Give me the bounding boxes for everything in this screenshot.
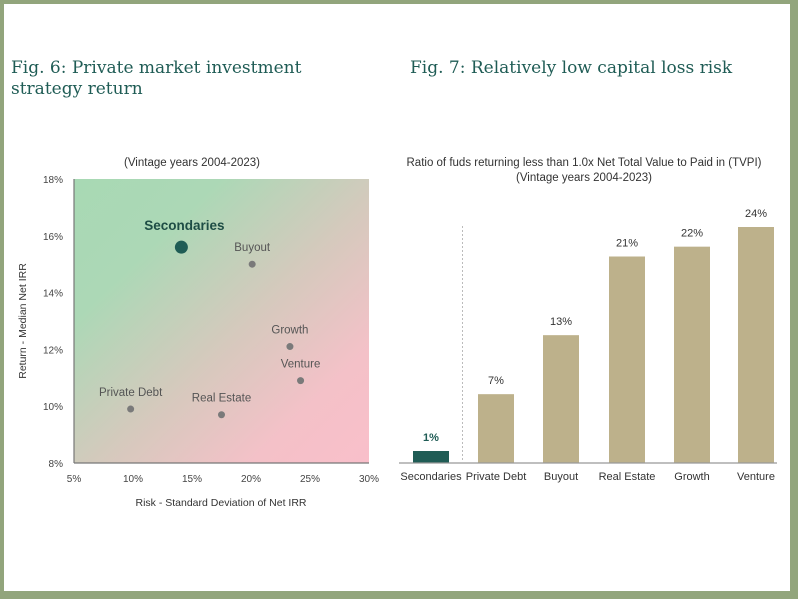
scatter-y-tick-label: 16% bbox=[43, 232, 63, 243]
scatter-point-label-growth: Growth bbox=[271, 325, 308, 337]
bar-growth bbox=[674, 246, 710, 463]
scatter-x-tick-label: 25% bbox=[300, 474, 320, 485]
bar-category-label: Private Debt bbox=[466, 471, 527, 483]
scatter-x-axis-label: Risk - Standard Deviation of Net IRR bbox=[136, 497, 307, 509]
bar-buyout bbox=[543, 335, 579, 463]
scatter-point-buyout bbox=[248, 260, 256, 268]
bar-category-label: Growth bbox=[674, 471, 709, 483]
bar-title: Ratio of fuds returning less than 1.0x N… bbox=[407, 157, 762, 169]
bar-value-label: 24% bbox=[745, 208, 767, 220]
scatter-y-tick-label: 14% bbox=[43, 289, 63, 300]
scatter-x-tick-label: 30% bbox=[359, 474, 379, 485]
bar-value-label: 7% bbox=[488, 375, 504, 387]
bar-private-debt bbox=[478, 394, 514, 463]
bar-secondaries bbox=[413, 451, 449, 463]
scatter-title: (Vintage years 2004-2023) bbox=[124, 157, 260, 169]
scatter-point-label-private-debt: Private Debt bbox=[99, 387, 163, 399]
scatter-point-label-venture: Venture bbox=[281, 359, 321, 371]
scatter-point-venture bbox=[297, 377, 305, 385]
scatter-y-tick-label: 12% bbox=[43, 345, 63, 356]
scatter-y-axis-label: Return - Median Net IRR bbox=[17, 263, 29, 379]
bar-category-label: Buyout bbox=[544, 471, 578, 483]
scatter-x-tick-label: 20% bbox=[241, 474, 261, 485]
scatter-x-tick-label: 15% bbox=[182, 474, 202, 485]
scatter-point-private-debt bbox=[127, 405, 135, 413]
scatter-point-secondaries bbox=[174, 240, 188, 254]
bar-category-label: Secondaries bbox=[400, 471, 462, 483]
bar-value-label: 22% bbox=[681, 228, 703, 240]
scatter-point-label-secondaries: Secondaries bbox=[144, 218, 224, 233]
bar-category-label: Real Estate bbox=[599, 471, 656, 483]
scatter-point-real-estate bbox=[218, 411, 225, 419]
bar-category-label: Venture bbox=[737, 471, 775, 483]
scatter-x-tick-label: 10% bbox=[123, 474, 143, 485]
bar-subtitle: (Vintage years 2004-2023) bbox=[516, 172, 652, 184]
bar-value-label: 1% bbox=[423, 432, 439, 444]
scatter-x-tick-label: 5% bbox=[67, 474, 82, 485]
scatter-y-tick-label: 8% bbox=[49, 459, 64, 470]
fig6-title: Fig. 6: Private market investment strate… bbox=[11, 58, 302, 99]
bar-real-estate bbox=[609, 256, 645, 463]
scatter-y-tick-label: 10% bbox=[43, 402, 63, 413]
bar-venture bbox=[738, 227, 774, 463]
bar-value-label: 13% bbox=[550, 316, 572, 328]
fig7-title: Fig. 7: Relatively low capital loss risk bbox=[410, 58, 733, 78]
bar-value-label: 21% bbox=[616, 238, 638, 250]
scatter-point-growth bbox=[286, 343, 294, 351]
scatter-y-tick-label: 18% bbox=[43, 175, 63, 186]
scatter-point-label-real-estate: Real Estate bbox=[192, 393, 251, 405]
scatter-point-label-buyout: Buyout bbox=[234, 242, 271, 254]
